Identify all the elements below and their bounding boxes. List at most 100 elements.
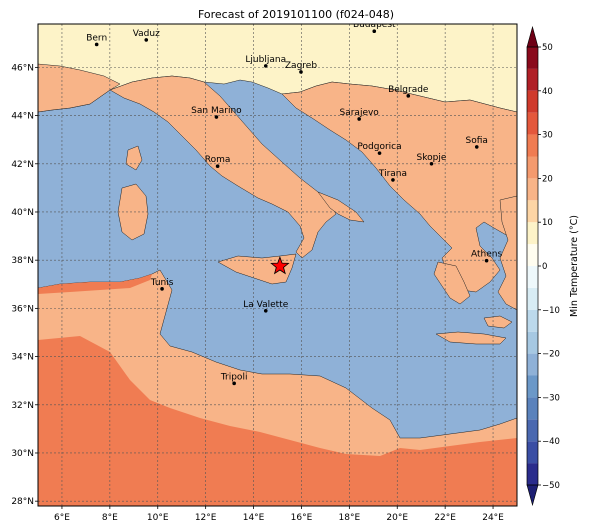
city-dot: [474, 145, 479, 149]
city-label: Tunis: [150, 278, 174, 288]
lat-tick-label: 34°N: [11, 353, 34, 363]
lat-tick-label: 36°N: [11, 304, 34, 314]
city-dot: [94, 42, 99, 47]
city-label: Ljubljana: [245, 55, 286, 65]
land-crete: [435, 331, 507, 345]
city-label: Sofia: [466, 136, 488, 146]
star-icon: [270, 256, 290, 275]
city-label: Belgrade: [388, 85, 429, 95]
figure-title: Forecast of 2019101100 (f024-048): [198, 8, 394, 21]
lat-tick-label: 46°N: [11, 63, 34, 73]
colorbar-bin: [527, 156, 538, 179]
colorbar-bin: [527, 112, 538, 135]
land-turkey: [497, 195, 517, 311]
colorbar-bin: [527, 178, 538, 201]
colorbar-bin: [527, 90, 538, 113]
lon-tick-label: 10°E: [147, 513, 169, 523]
city-dot: [406, 94, 411, 98]
colorbar-tick-label: −50: [542, 481, 560, 491]
lat-tick-label: 30°N: [11, 449, 34, 459]
city-dot: [357, 117, 361, 121]
city-dot: [214, 115, 219, 119]
city-label: Budapest: [353, 20, 396, 30]
lat-tick-label: 28°N: [11, 497, 34, 507]
colorbar-bin: [527, 331, 538, 354]
colorbar-tick-label: −10: [542, 306, 560, 316]
lat-tick-label: 42°N: [11, 160, 34, 170]
land-sardinia: [117, 183, 149, 241]
lon-tick-label: 24°E: [482, 513, 504, 523]
city-label: La Valette: [243, 300, 288, 310]
colorbar-tick-label: −30: [542, 393, 560, 403]
lon-tick-label: 14°E: [243, 513, 265, 523]
colorbar-bin: [527, 441, 538, 464]
colorbar-bin: [527, 375, 538, 398]
colorbar-tick-label: −20: [542, 350, 560, 360]
map-axis-ticks: 6°E 8°E 10°E 12°E 14°E 16°E 18°E 20°E 22°E 24°E 28…: [11, 63, 504, 523]
city-label: Roma: [205, 155, 231, 165]
land-sicily: [217, 253, 297, 285]
city-label: Bern: [86, 33, 107, 43]
city-label: San Marino: [191, 106, 242, 116]
land-balkans: [281, 81, 517, 293]
colorbar-bin: [527, 397, 538, 420]
land-apulia: [317, 191, 365, 223]
city-label: Vaduz: [133, 29, 160, 39]
colorbar-bin: [527, 68, 538, 91]
land-peloponnese: [433, 261, 471, 305]
forecast-point-marker: [270, 256, 290, 275]
colorbar-label: Min Temperature (°C): [569, 215, 580, 317]
lon-tick-label: 12°E: [195, 513, 217, 523]
land-western-europe: [38, 63, 121, 113]
colorbar-bin: [527, 244, 538, 266]
lat-tick-label: 40°N: [11, 208, 34, 218]
city-dot: [372, 29, 377, 34]
city-label: Athens: [471, 250, 502, 260]
colorbar: −50 −40 −30 −20 −10 0 10 20 30 40 50: [526, 25, 560, 507]
colorbar-bin: [527, 353, 538, 376]
colorbar-bin: [527, 134, 538, 157]
colorbar-bin: [527, 419, 538, 442]
city-dot: [484, 258, 489, 263]
lat-tick-label: 32°N: [11, 401, 34, 411]
lon-tick-label: 16°E: [291, 513, 313, 523]
colorbar-bin: [527, 200, 538, 223]
lat-tick-label: 38°N: [11, 256, 34, 266]
city-label: Podgorica: [357, 142, 401, 152]
colorbar-tick-label: 0: [542, 262, 547, 272]
colorbar-extend-max: [526, 25, 539, 48]
colorbar-bin: [527, 287, 538, 310]
lon-tick-label: 20°E: [386, 513, 408, 523]
city-dot: [144, 38, 149, 42]
map-frame: [37, 23, 518, 507]
land-italy: [109, 75, 337, 259]
colorbar-bin: [527, 309, 538, 332]
colorbar-tick-label: −40: [542, 437, 560, 447]
lon-tick-label: 6°E: [54, 513, 70, 523]
lon-tick-label: 22°E: [434, 513, 456, 523]
city-dot: [429, 161, 434, 166]
colorbar-tick-label: 50: [542, 43, 553, 53]
city-dot: [377, 151, 382, 155]
city-label: Tripoli: [220, 372, 248, 382]
city-label: Tirana: [378, 169, 407, 179]
land-aegean-islands: [483, 315, 513, 329]
city-dot: [232, 381, 236, 386]
city-label: Skopje: [417, 153, 447, 163]
city-dot: [391, 178, 395, 182]
lon-tick-label: 18°E: [339, 513, 361, 523]
city-dot: [215, 164, 220, 168]
colorbar-tick-label: 40: [542, 87, 553, 97]
gridlines: [38, 24, 517, 506]
colorbar-bin: [527, 266, 538, 288]
city-dot: [160, 287, 164, 291]
colorbar-tick-label: 30: [542, 131, 553, 141]
lat-tick-label: 44°N: [11, 112, 34, 122]
colorbar-tick-label: 10: [542, 218, 553, 228]
land-sahara-warm: [38, 336, 517, 506]
land-coast-warm: [38, 274, 152, 294]
city-dot: [263, 308, 268, 313]
city-dot: [299, 70, 303, 74]
